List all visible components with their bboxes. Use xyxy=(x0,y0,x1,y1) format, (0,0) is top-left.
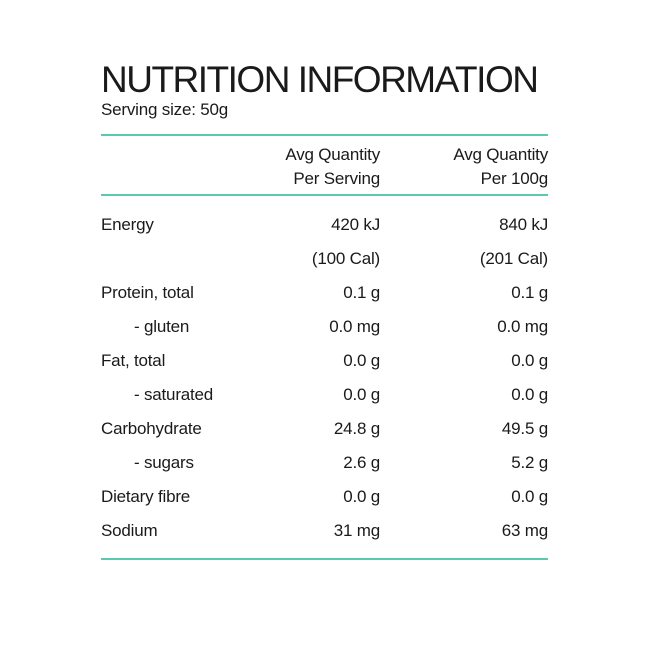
per-serving-value: 0.0 g xyxy=(343,487,380,506)
nutrient-row: Protein, total 0.1 g 0.1 g xyxy=(101,276,548,310)
per-serving-value: 24.8 g xyxy=(333,419,380,438)
column-header-per-serving: Avg Quantity Per Serving xyxy=(285,143,380,191)
column-header-row: Avg Quantity Per Serving Avg Quantity Pe… xyxy=(101,136,548,194)
column-header-line: Avg Quantity xyxy=(453,145,548,164)
column-header-per-100g: Avg Quantity Per 100g xyxy=(453,143,548,191)
per-serving-value: 0.1 g xyxy=(343,283,380,302)
column-header-line: Per 100g xyxy=(480,169,549,188)
per-100g-value: 5.2 g xyxy=(511,453,548,472)
nutrient-label: Energy xyxy=(101,215,154,234)
column-header-line: Avg Quantity xyxy=(285,145,380,164)
per-serving-value: 31 mg xyxy=(333,521,380,540)
per-100g-value: 0.0 mg xyxy=(497,317,548,336)
nutrient-row: - sugars 2.6 g 5.2 g xyxy=(101,446,548,480)
per-serving-value: 0.0 g xyxy=(343,385,380,404)
nutrient-rows: Energy 420 kJ 840 kJ (100 Cal) (201 Cal) Prot… xyxy=(101,196,548,558)
nutrition-panel: NUTRITION INFORMATION Serving size: 50g … xyxy=(101,60,548,560)
bottom-divider xyxy=(101,558,548,560)
nutrient-label: Fat, total xyxy=(101,351,166,370)
per-serving-value: 0.0 g xyxy=(343,351,380,370)
per-100g-value: 0.1 g xyxy=(511,283,548,302)
nutrient-label: Dietary fibre xyxy=(101,487,191,506)
per-100g-value: 49.5 g xyxy=(501,419,548,438)
serving-size: Serving size: 50g xyxy=(101,100,229,119)
per-100g-value: 840 kJ xyxy=(499,215,548,234)
per-100g-value: 0.0 g xyxy=(511,351,548,370)
nutrient-label: Protein, total xyxy=(101,283,194,302)
top-divider xyxy=(101,134,548,136)
panel-title: NUTRITION INFORMATION xyxy=(101,59,539,100)
per-serving-value: 2.6 g xyxy=(343,453,380,472)
per-serving-value: 420 kJ xyxy=(331,215,380,234)
nutrient-row: Energy 420 kJ 840 kJ xyxy=(101,208,548,242)
nutrient-row: Dietary fibre 0.0 g 0.0 g xyxy=(101,480,548,514)
per-100g-value: 63 mg xyxy=(501,521,548,540)
per-100g-value: (201 Cal) xyxy=(479,249,548,268)
nutrient-label: - gluten xyxy=(134,317,190,336)
column-header-line: Per Serving xyxy=(293,169,380,188)
per-serving-value: 0.0 mg xyxy=(329,317,380,336)
nutrient-label: - saturated xyxy=(134,385,214,404)
nutrient-row: Fat, total 0.0 g 0.0 g xyxy=(101,344,548,378)
nutrient-label: Carbohydrate xyxy=(101,419,202,438)
nutrient-row: - gluten 0.0 mg 0.0 mg xyxy=(101,310,548,344)
header-divider xyxy=(101,194,548,196)
nutrient-row: - saturated 0.0 g 0.0 g xyxy=(101,378,548,412)
nutrient-row: Carbohydrate 24.8 g 49.5 g xyxy=(101,412,548,446)
per-serving-value: (100 Cal) xyxy=(311,249,380,268)
nutrient-label: - sugars xyxy=(134,453,194,472)
nutrient-row: Sodium 31 mg 63 mg xyxy=(101,514,548,548)
per-100g-value: 0.0 g xyxy=(511,385,548,404)
nutrient-label: Sodium xyxy=(101,521,158,540)
nutrient-row: (100 Cal) (201 Cal) xyxy=(101,242,548,276)
per-100g-value: 0.0 g xyxy=(511,487,548,506)
